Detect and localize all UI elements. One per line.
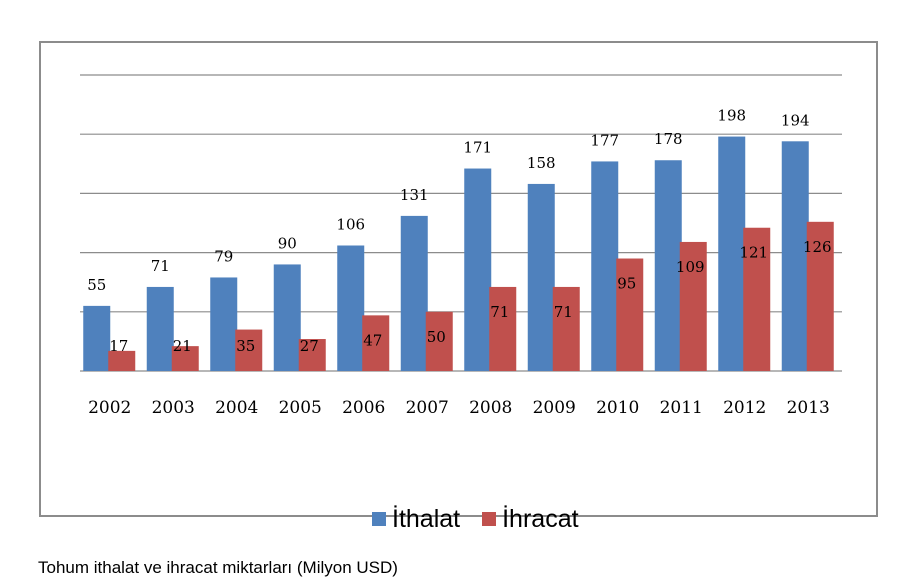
- x-tick-label-2004: 2004: [215, 398, 258, 418]
- legend-item-ihracat: İhracat: [482, 504, 579, 534]
- data-label-ithalat-2004: 79: [214, 247, 233, 265]
- bar-ihracat-2010: [616, 258, 644, 371]
- x-tick-label-2009: 2009: [533, 398, 576, 418]
- data-label-ithalat-2005: 90: [278, 234, 297, 252]
- bar-ihracat-2008: [489, 286, 517, 371]
- bar-chart: 55 17 2002 71 21 2003 79 35 2004 90 27 2005 106 47 200…: [80, 74, 842, 418]
- x-tick-label-2008: 2008: [469, 398, 512, 418]
- data-label-ihracat-2002: 17: [109, 337, 128, 355]
- bar-ithalat-2003: [146, 286, 174, 371]
- data-label-ihracat-2008: 71: [490, 303, 509, 321]
- data-label-ithalat-2010: 177: [590, 131, 619, 149]
- chart-frame: 55 17 2002 71 21 2003 79 35 2004 90 27 2005 106 47 200…: [39, 41, 878, 533]
- legend-swatch-ithalat: [372, 512, 386, 526]
- data-label-ihracat-2011: 109: [676, 258, 705, 276]
- bar-ihracat-2007: [425, 311, 453, 371]
- x-tick-label-2007: 2007: [406, 398, 449, 418]
- bar-ithalat-2009: [527, 183, 555, 371]
- bar-ihracat-2011: [679, 241, 707, 371]
- bar-ithalat-2006: [337, 245, 365, 371]
- legend-item-ithalat: İthalat: [372, 505, 460, 534]
- legend-label-ithalat: İthalat: [392, 504, 461, 533]
- bar-ihracat-2004: [235, 329, 263, 371]
- data-label-ihracat-2013: 126: [803, 238, 832, 256]
- x-tick-label-2003: 2003: [152, 398, 195, 418]
- data-label-ithalat-2009: 158: [527, 154, 556, 172]
- x-tick-label-2010: 2010: [596, 398, 639, 418]
- data-label-ithalat-2007: 131: [400, 186, 429, 204]
- data-label-ihracat-2010: 95: [617, 275, 636, 293]
- x-tick-label-2012: 2012: [723, 398, 766, 418]
- bar-ihracat-2002: [108, 350, 136, 371]
- bar-ithalat-2011: [654, 160, 682, 371]
- bar-ithalat-2010: [591, 161, 619, 371]
- bar-ithalat-2007: [400, 215, 428, 371]
- data-label-ithalat-2002: 55: [87, 276, 106, 294]
- bar-ithalat-2012: [718, 136, 746, 371]
- data-label-ihracat-2009: 71: [554, 303, 573, 321]
- bar-ihracat-2005: [298, 339, 326, 371]
- legend-swatch-ihracat: [482, 512, 497, 526]
- legend-label-ihracat: İhracat: [502, 504, 579, 533]
- figure-caption: Tohum ithalat ve ihracat miktarları (Mil…: [38, 558, 398, 577]
- x-tick-label-2006: 2006: [342, 398, 385, 418]
- bar-ihracat-2012: [743, 227, 771, 371]
- data-label-ihracat-2006: 47: [363, 331, 382, 349]
- bar-ithalat-2004: [210, 277, 238, 371]
- bar-ithalat-2008: [464, 168, 492, 371]
- data-label-ithalat-2006: 106: [336, 215, 365, 233]
- x-tick-label-2005: 2005: [279, 398, 322, 418]
- x-tick-label-2011: 2011: [660, 398, 703, 418]
- x-tick-label-2002: 2002: [88, 398, 131, 418]
- data-label-ihracat-2012: 121: [739, 244, 768, 262]
- bar-ithalat-2013: [781, 141, 809, 371]
- bar-ihracat-2003: [171, 346, 199, 371]
- data-label-ihracat-2004: 35: [236, 337, 255, 355]
- bar-ihracat-2013: [806, 221, 834, 371]
- legend: İthalat İhracat: [372, 505, 601, 533]
- data-label-ithalat-2013: 194: [781, 111, 810, 129]
- data-label-ithalat-2011: 178: [654, 130, 683, 148]
- data-label-ithalat-2012: 198: [717, 107, 746, 125]
- bar-ithalat-2002: [83, 305, 111, 371]
- x-tick-label-2013: 2013: [787, 398, 830, 418]
- data-label-ihracat-2007: 50: [427, 328, 446, 346]
- data-label-ihracat-2003: 21: [173, 337, 192, 355]
- bar-ihracat-2009: [552, 286, 580, 371]
- data-label-ithalat-2003: 71: [151, 257, 170, 275]
- bar-ihracat-2006: [362, 315, 390, 371]
- data-label-ithalat-2008: 171: [463, 139, 492, 157]
- data-label-ihracat-2005: 27: [300, 337, 319, 355]
- bar-ithalat-2005: [273, 264, 301, 371]
